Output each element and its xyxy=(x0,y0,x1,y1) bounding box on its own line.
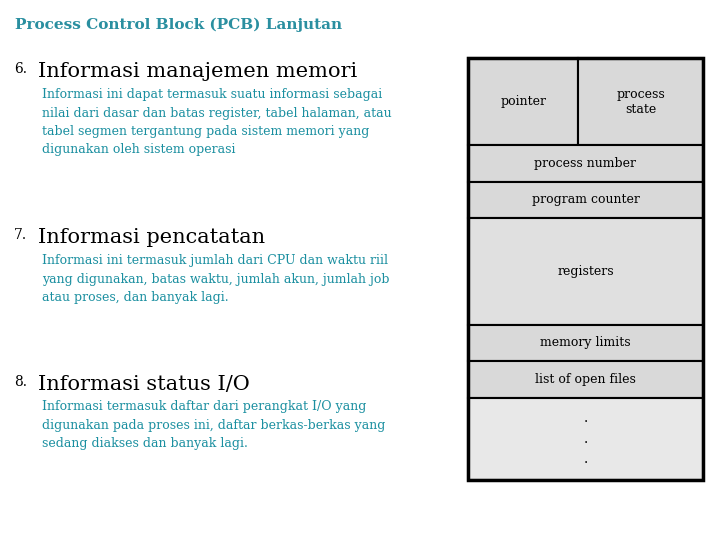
Text: .
.
.: . . . xyxy=(583,411,588,467)
Text: process number: process number xyxy=(534,157,636,170)
Text: Informasi ini dapat termasuk suatu informasi sebagai
nilai dari dasar dan batas : Informasi ini dapat termasuk suatu infor… xyxy=(42,88,392,157)
Text: 8.: 8. xyxy=(14,375,27,389)
Text: Informasi manajemen memori: Informasi manajemen memori xyxy=(38,62,357,81)
Text: program counter: program counter xyxy=(531,193,639,206)
Text: 6.: 6. xyxy=(14,62,27,76)
Bar xyxy=(468,361,703,397)
Bar xyxy=(468,181,703,218)
Text: 7.: 7. xyxy=(14,228,27,242)
Text: registers: registers xyxy=(557,265,614,278)
Text: pointer: pointer xyxy=(500,95,546,108)
Text: memory limits: memory limits xyxy=(540,336,631,349)
Text: Informasi pencatatan: Informasi pencatatan xyxy=(38,228,265,247)
Bar xyxy=(468,397,703,480)
Bar xyxy=(468,325,703,361)
Text: list of open files: list of open files xyxy=(535,373,636,386)
Bar xyxy=(578,58,703,145)
Bar xyxy=(468,218,703,325)
Bar xyxy=(468,58,703,480)
Text: Informasi status I/O: Informasi status I/O xyxy=(38,375,250,394)
Text: Informasi termasuk daftar dari perangkat I/O yang
digunakan pada proses ini, daf: Informasi termasuk daftar dari perangkat… xyxy=(42,400,385,450)
Text: process
state: process state xyxy=(616,87,665,116)
Bar xyxy=(468,145,703,181)
Text: Process Control Block (PCB) Lanjutan: Process Control Block (PCB) Lanjutan xyxy=(15,18,342,32)
Bar xyxy=(468,58,578,145)
Text: Informasi ini termasuk jumlah dari CPU dan waktu riil
yang digunakan, batas wakt: Informasi ini termasuk jumlah dari CPU d… xyxy=(42,254,390,304)
